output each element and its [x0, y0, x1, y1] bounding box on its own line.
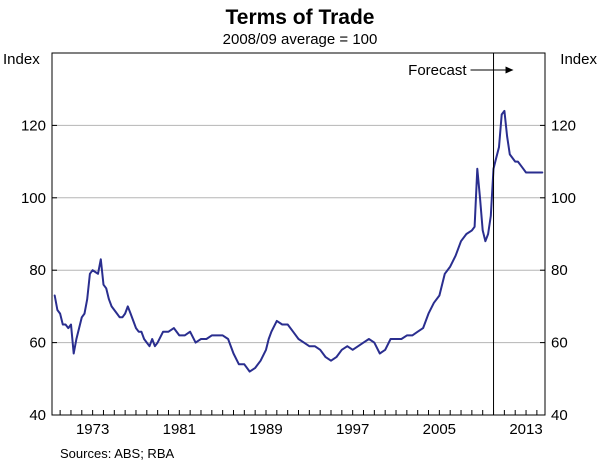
y-tick-label-right-100: 100 [551, 190, 576, 207]
y-axis-label-right: Index [560, 51, 597, 68]
y-tick-label-right-120: 120 [551, 117, 576, 134]
y-tick-label-right-40: 40 [551, 407, 568, 424]
forecast-label: Forecast [408, 62, 467, 79]
x-tick-label-2005: 2005 [423, 421, 456, 438]
y-tick-label-left-80: 80 [29, 262, 46, 279]
x-tick-label-1981: 1981 [163, 421, 196, 438]
y-tick-label-left-120: 120 [21, 117, 46, 134]
x-tick-label-1973: 1973 [76, 421, 109, 438]
y-tick-label-right-60: 60 [551, 335, 568, 352]
x-tick-label-2013: 2013 [509, 421, 542, 438]
chart-title: Terms of Trade [226, 6, 375, 29]
chart-subtitle: 2008/09 average = 100 [223, 31, 378, 48]
forecast-arrow-head [505, 66, 514, 74]
x-tick-label-1989: 1989 [249, 421, 282, 438]
source-note: Sources: ABS; RBA [60, 446, 174, 461]
y-tick-label-right-80: 80 [551, 262, 568, 279]
y-tick-label-left-40: 40 [29, 407, 46, 424]
series-line-0 [53, 109, 544, 373]
y-axis-label-left: Index [3, 51, 40, 68]
y-tick-label-left-100: 100 [21, 190, 46, 207]
y-tick-label-left-60: 60 [29, 335, 46, 352]
x-tick-label-1997: 1997 [336, 421, 369, 438]
plot-frame [51, 52, 546, 416]
